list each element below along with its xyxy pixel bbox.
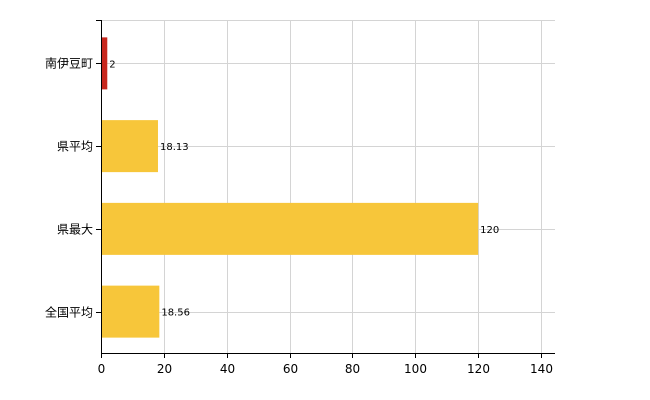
data-label: 120 xyxy=(480,225,499,236)
bar xyxy=(101,37,108,90)
x-tick-label: 0 xyxy=(98,362,106,376)
category-label: 全国平均 xyxy=(45,305,93,320)
bar xyxy=(101,202,479,255)
x-tick-label: 140 xyxy=(530,362,553,376)
x-tick-label: 20 xyxy=(157,362,172,376)
data-label: 2 xyxy=(109,59,115,70)
x-tick-label: 100 xyxy=(404,362,427,376)
x-tick-label: 120 xyxy=(467,362,490,376)
category-label: 県最大 xyxy=(57,223,93,237)
bars xyxy=(101,37,479,338)
category-label: 県平均 xyxy=(57,140,93,154)
axes xyxy=(96,20,555,358)
data-label: 18.13 xyxy=(160,142,189,153)
category-label: 南伊豆町 xyxy=(45,56,93,71)
data-label: 18.56 xyxy=(161,308,190,319)
bar xyxy=(101,120,158,173)
grid-lines xyxy=(101,20,555,353)
x-tick-label: 80 xyxy=(345,362,360,376)
x-tick-label: 60 xyxy=(283,362,298,376)
bar xyxy=(101,285,160,338)
x-tick-label: 40 xyxy=(220,362,235,376)
